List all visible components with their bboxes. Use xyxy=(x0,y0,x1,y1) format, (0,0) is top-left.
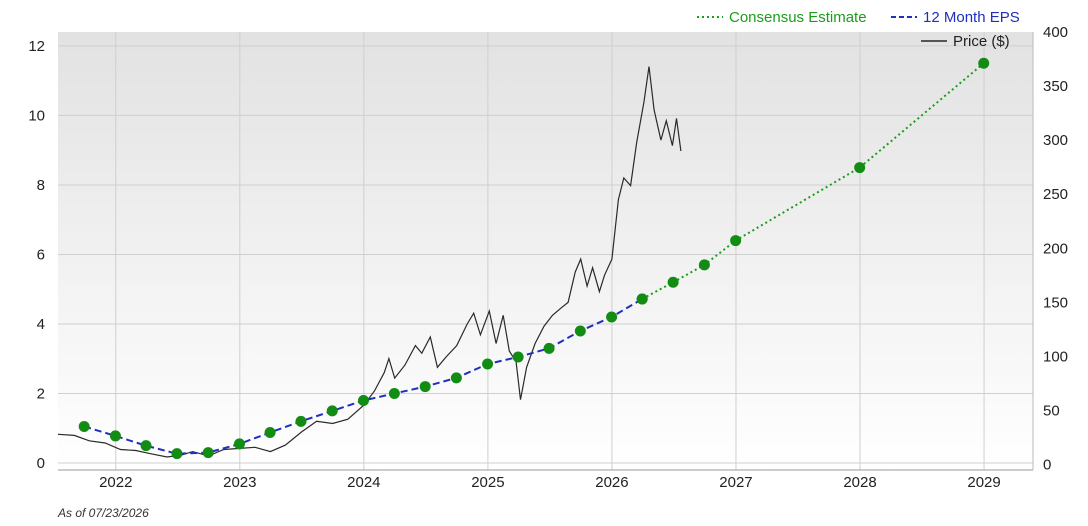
y-right-tick-label: 300 xyxy=(1043,132,1068,149)
eps-point-marker xyxy=(606,311,618,323)
y-left-tick-label: 10 xyxy=(28,107,45,124)
x-tick-label: 2026 xyxy=(595,474,628,491)
x-tick-label: 2028 xyxy=(843,474,876,491)
eps-point-marker xyxy=(295,415,307,427)
eps-point-marker xyxy=(388,388,400,400)
x-tick-label: 2024 xyxy=(347,474,380,491)
y-left-tick-label: 8 xyxy=(37,177,45,194)
y-left-tick-label: 6 xyxy=(37,246,45,263)
legend-label: 12 Month EPS xyxy=(923,9,1020,26)
eps-point-marker xyxy=(233,438,245,450)
axes-layer: 0 2 4 6 8 10 12 2022 2023 2024 2025 2026 2027 2028 202… xyxy=(28,24,1068,491)
eps-point-marker xyxy=(109,430,121,442)
y-right-tick-label: 0 xyxy=(1043,457,1051,474)
x-tick-label: 2027 xyxy=(719,474,752,491)
eps-point-marker xyxy=(667,276,679,288)
eps-point-marker xyxy=(326,405,338,417)
gridlines xyxy=(58,32,1033,470)
eps-point-marker xyxy=(730,235,742,247)
eps-point-marker xyxy=(358,394,370,406)
y-right-tick-label: 400 xyxy=(1043,24,1068,41)
y-right-tick-label: 150 xyxy=(1043,294,1068,311)
legend-label: Consensus Estimate xyxy=(729,9,867,26)
eps-point-marker xyxy=(450,372,462,384)
consensus-estimate-line xyxy=(641,62,985,300)
x-tick-label: 2029 xyxy=(967,474,1000,491)
y-right-tick-label: 350 xyxy=(1043,78,1068,95)
y-right-tick-label: 50 xyxy=(1043,403,1060,420)
plot-background xyxy=(58,32,1033,470)
eps-point-marker xyxy=(543,342,555,354)
y-right-tick-label: 200 xyxy=(1043,240,1068,257)
legend-label: Price ($) xyxy=(953,33,1010,50)
y-left-tick-label: 4 xyxy=(37,316,45,333)
eps-point-marker xyxy=(264,426,276,438)
y-left-tick-label: 12 xyxy=(28,38,45,55)
eps-point-marker xyxy=(78,421,90,433)
x-tick-label: 2025 xyxy=(471,474,504,491)
eps-point-marker xyxy=(574,325,586,337)
eps-point-marker xyxy=(482,358,494,370)
eps-point-marker xyxy=(636,293,648,305)
eps-point-marker xyxy=(419,381,431,393)
y-left-tick-label: 2 xyxy=(37,386,45,403)
y-left-tick-label: 0 xyxy=(37,455,45,472)
y-right-tick-label: 100 xyxy=(1043,348,1068,365)
as-of-date: As of 07/23/2026 xyxy=(58,506,149,520)
x-tick-label: 2022 xyxy=(99,474,132,491)
eps-point-marker xyxy=(978,57,990,69)
x-tick-label: 2023 xyxy=(223,474,256,491)
legend: Consensus Estimate 12 Month EPS Price ($) xyxy=(697,9,1020,50)
eps-point-marker xyxy=(512,351,524,363)
eps-point-marker xyxy=(698,259,710,271)
eps-point-marker xyxy=(140,440,152,452)
eps-point-marker xyxy=(171,448,183,460)
y-right-tick-label: 250 xyxy=(1043,186,1068,203)
price-line xyxy=(58,66,682,458)
series-layer xyxy=(58,57,990,460)
eps-point-marker xyxy=(202,447,214,459)
eps-point-marker xyxy=(854,162,866,174)
